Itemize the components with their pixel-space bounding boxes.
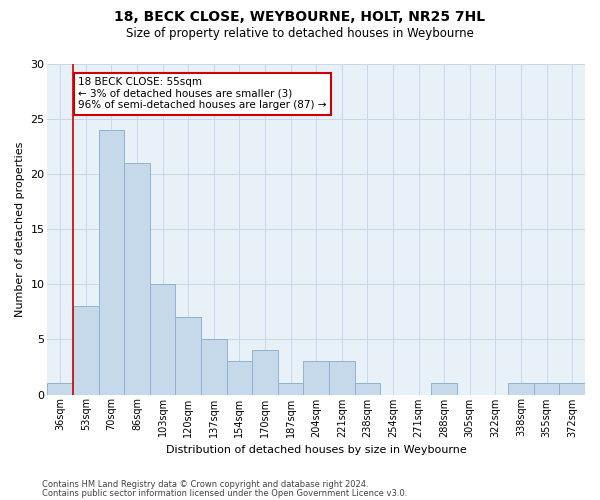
X-axis label: Distribution of detached houses by size in Weybourne: Distribution of detached houses by size …: [166, 445, 467, 455]
Bar: [150, 284, 175, 395]
Bar: [559, 384, 585, 394]
Bar: [175, 318, 201, 394]
Bar: [508, 384, 534, 394]
Bar: [329, 362, 355, 394]
Bar: [98, 130, 124, 394]
Text: Contains public sector information licensed under the Open Government Licence v3: Contains public sector information licen…: [42, 488, 407, 498]
Bar: [304, 362, 329, 394]
Bar: [431, 384, 457, 394]
Bar: [534, 384, 559, 394]
Bar: [227, 362, 252, 394]
Text: 18 BECK CLOSE: 55sqm
← 3% of detached houses are smaller (3)
96% of semi-detache: 18 BECK CLOSE: 55sqm ← 3% of detached ho…: [79, 77, 327, 110]
Text: Contains HM Land Registry data © Crown copyright and database right 2024.: Contains HM Land Registry data © Crown c…: [42, 480, 368, 489]
Bar: [47, 384, 73, 394]
Bar: [73, 306, 98, 394]
Bar: [124, 163, 150, 394]
Bar: [201, 340, 227, 394]
Bar: [278, 384, 304, 394]
Y-axis label: Number of detached properties: Number of detached properties: [15, 142, 25, 317]
Bar: [252, 350, 278, 395]
Bar: [355, 384, 380, 394]
Text: 18, BECK CLOSE, WEYBOURNE, HOLT, NR25 7HL: 18, BECK CLOSE, WEYBOURNE, HOLT, NR25 7H…: [115, 10, 485, 24]
Text: Size of property relative to detached houses in Weybourne: Size of property relative to detached ho…: [126, 28, 474, 40]
